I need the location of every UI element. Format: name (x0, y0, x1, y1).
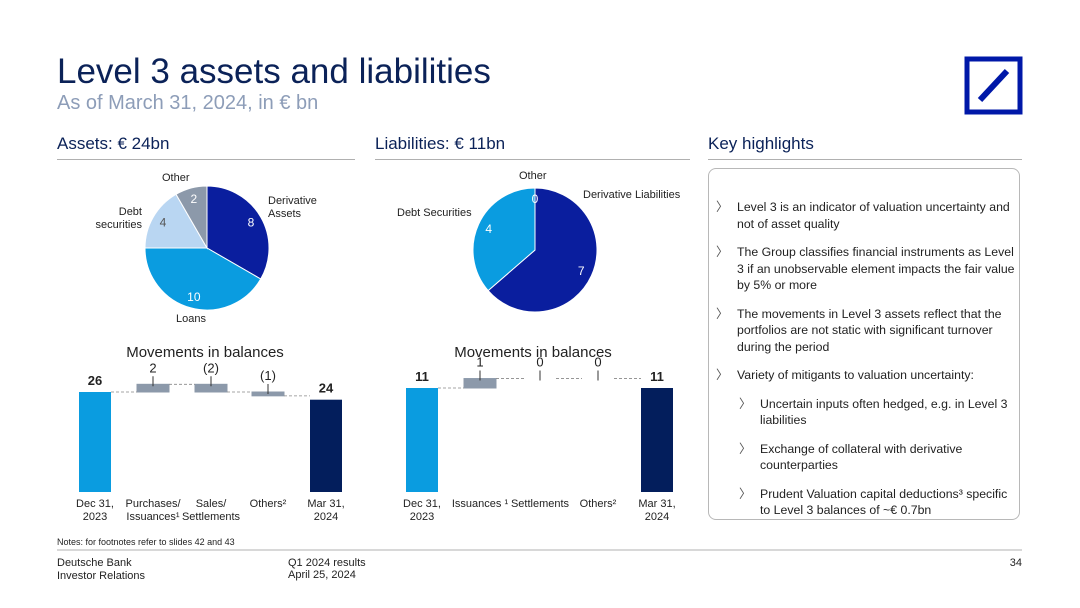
slice-value: 4 (160, 216, 167, 230)
pie-slice (175, 185, 208, 250)
total-label: 24 (319, 381, 334, 396)
chart-title: Movements in balances (126, 344, 284, 361)
section-header: Key highlights (708, 134, 1022, 160)
x-tick-label: Mar 31, 2024 (307, 498, 345, 523)
total-bar (641, 388, 673, 492)
slice-label: Loans (176, 313, 206, 325)
slice-label: Debt Securities (397, 207, 472, 219)
x-tick-label: Mar 31, 2024 (638, 498, 676, 523)
section-header: Assets: € 24bn (57, 134, 355, 160)
highlight-text: The movements in Level 3 assets reflect … (737, 306, 1002, 354)
step-label: 1 (476, 355, 483, 370)
slide-subtitle: As of March 31, 2024, in € bn (57, 92, 319, 114)
slice-value: 2 (190, 192, 197, 206)
step-label: (1) (260, 368, 276, 383)
footer-company: Deutsche Bank (57, 557, 132, 569)
step-label: (2) (203, 360, 219, 375)
footer-event: Q1 2024 results (288, 557, 366, 569)
sub-highlight: Exchange of collateral with derivative c… (716, 441, 1016, 474)
sub-highlight: Uncertain inputs often hedged, e.g. in L… (716, 396, 1016, 429)
step-label: 2 (149, 360, 156, 375)
highlights-list: Level 3 is an indicator of valuation unc… (716, 199, 1016, 531)
notes: Notes: for footnotes refer to slides 42 … (57, 537, 235, 547)
x-tick-label: Issuances ¹ (451, 498, 509, 510)
highlight-text: Variety of mitigants to valuation uncert… (737, 368, 974, 382)
x-tick-label: Dec 31, 2023 (76, 498, 114, 523)
highlight: The movements in Level 3 assets reflect … (716, 306, 1016, 356)
footer-date: April 25, 2024 (288, 569, 356, 581)
slice-value: 7 (578, 264, 585, 278)
highlight: The Group classifies financial instrumen… (716, 244, 1016, 294)
page-number: 34 (1009, 557, 1022, 569)
chart-title: Movements in balances (454, 344, 612, 361)
x-tick-label: Dec 31, 2023 (403, 498, 441, 523)
x-tick-label: Others² (579, 498, 617, 510)
slice-label: Debt securities (95, 206, 142, 231)
total-label: 11 (415, 369, 429, 384)
total-label: 11 (650, 369, 664, 384)
x-tick-label: Others² (249, 498, 287, 510)
pie-slice (206, 185, 270, 280)
x-tick-label: Sales/ Settlements (181, 498, 241, 523)
highlight: Level 3 is an indicator of valuation unc… (716, 199, 1016, 232)
step-label: 0 (594, 355, 601, 370)
slice-label: Derivative Liabilities (583, 189, 681, 201)
total-bar (310, 399, 342, 492)
highlight-text: The Group classifies financial instrumen… (737, 245, 1015, 292)
logo-frame (964, 56, 1023, 115)
x-tick-label: Settlements (510, 498, 570, 510)
slice-label: Other (519, 170, 547, 182)
highlight-text: Level 3 is an indicator of valuation unc… (737, 200, 1010, 231)
slice-value: 8 (248, 216, 255, 230)
slice-label: Derivative Assets (268, 195, 317, 220)
total-bar (406, 388, 438, 492)
total-label: 26 (88, 373, 102, 388)
pie-slice (144, 193, 208, 249)
section-header: Liabilities: € 11bn (375, 134, 690, 160)
total-bar (79, 392, 111, 492)
pie-slice (144, 247, 262, 311)
slice-label: Other (162, 172, 190, 184)
slice-value: 4 (485, 222, 492, 236)
footer-department: Investor Relations (57, 570, 146, 582)
slice-value: 0 (532, 192, 539, 206)
x-tick-label: Purchases/ Issuances¹ (125, 498, 181, 523)
highlight: Variety of mitigants to valuation uncert… (716, 367, 1016, 519)
highlights-box (708, 168, 1020, 520)
logo-slash (977, 68, 1010, 103)
slice-value: 10 (187, 290, 201, 304)
logo (964, 56, 1023, 115)
step-label: 0 (536, 355, 543, 370)
pie-slice (487, 187, 598, 313)
sub-highlight: Prudent Valuation capital deductions³ sp… (716, 486, 1016, 519)
slide-title: Level 3 assets and liabilities (57, 52, 491, 91)
pie-slice (472, 187, 536, 292)
